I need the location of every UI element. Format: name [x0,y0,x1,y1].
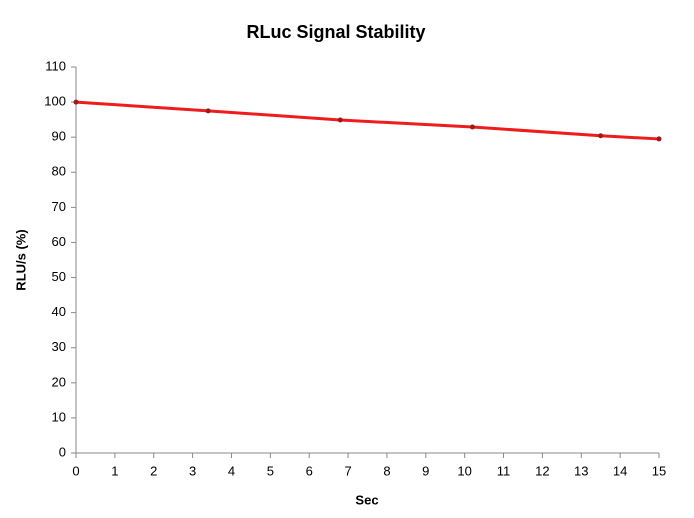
y-tick-label: 60 [52,234,66,249]
y-tick-label: 40 [52,304,66,319]
x-axis-title: Sec [355,492,378,507]
y-tick-label: 80 [52,164,66,179]
marker [656,136,662,142]
y-tick-label: 20 [52,374,66,389]
y-tick-label: 110 [45,58,66,73]
x-tick-label: 3 [189,463,196,478]
y-tick-label: 50 [52,269,66,284]
y-tick-label: 90 [52,129,66,144]
x-tick-label: 13 [574,463,588,478]
y-axis-title: RLU/s (%) [13,229,28,290]
x-tick-label: 12 [535,463,549,478]
x-tick-label: 15 [652,463,666,478]
x-tick-label: 11 [497,463,511,478]
x-tick-label: 7 [344,463,351,478]
x-tick-label: 4 [228,463,235,478]
y-tick-label: 70 [52,199,66,214]
x-tick-label: 14 [613,463,627,478]
x-tick-label: 1 [111,463,118,478]
marker [598,133,604,139]
x-tick-label: 9 [422,463,429,478]
chart-title: RLuc Signal Stability [246,22,425,42]
y-tick-label: 10 [52,409,66,424]
y-tick-label: 0 [59,444,66,459]
line [75,100,660,141]
y-tick-label: 100 [44,94,66,109]
marker [469,124,475,130]
marker [337,117,343,123]
x-tick-label: 8 [383,463,390,478]
x-tick-label: 2 [150,463,157,478]
x-tick-label: 10 [457,463,471,478]
x-tick-label: 5 [267,463,274,478]
x-tick-label: 0 [72,463,79,478]
y-tick-label: 30 [52,339,66,354]
marker [205,108,211,114]
marker [73,99,79,105]
x-tick-label: 6 [306,463,313,478]
